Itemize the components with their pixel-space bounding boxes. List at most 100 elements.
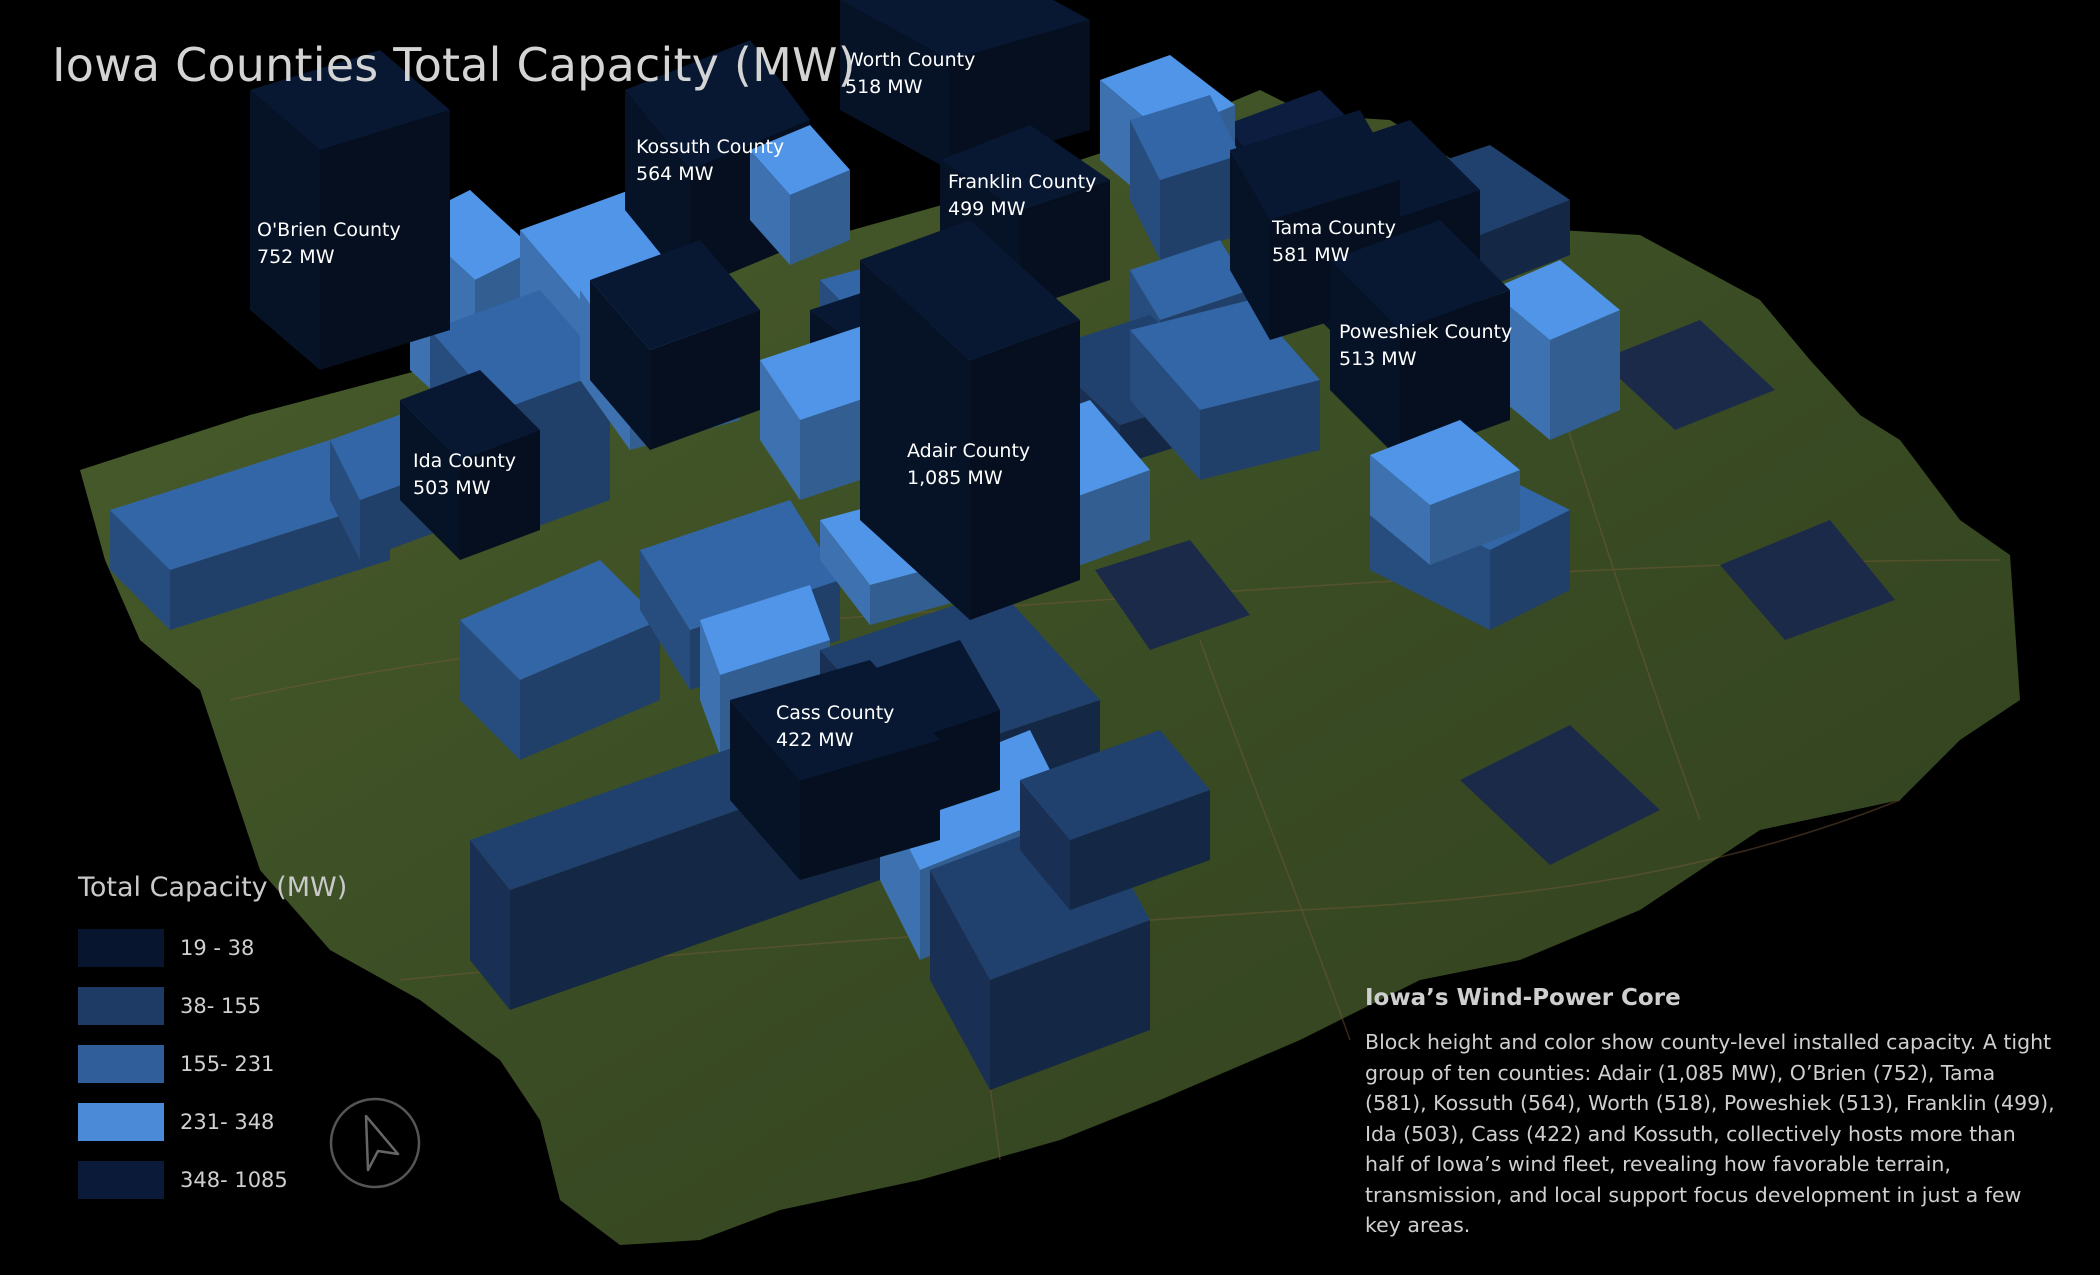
block-face [860, 220, 1080, 360]
block-face [1130, 95, 1240, 180]
block-face [1370, 455, 1430, 565]
legend-label: 155- 231 [180, 1052, 275, 1076]
block-face [950, 20, 1090, 170]
county-label: Poweshiek County 513 MW [1339, 321, 1512, 370]
legend-label: 38- 155 [180, 994, 262, 1018]
capacity-block [860, 220, 1080, 620]
county-value: 564 MW [636, 163, 714, 185]
block-face [760, 360, 800, 500]
legend-item: 348- 1085 [78, 1151, 347, 1209]
annotation-panel: Iowa’s Wind-Power Core Block height and … [1365, 985, 2055, 1241]
capacity-block [1130, 95, 1240, 260]
block-face [625, 40, 810, 170]
block-face [1430, 470, 1520, 565]
county-label: Ida County 503 MW [413, 450, 516, 499]
legend-item: 155- 231 [78, 1035, 347, 1093]
block-face [750, 125, 850, 195]
legend-swatch [78, 1045, 164, 1083]
block-face [840, 0, 950, 170]
county-value: 503 MW [413, 477, 491, 499]
capacity-block [730, 660, 940, 880]
block-face [820, 520, 870, 625]
legend-swatch [78, 987, 164, 1025]
county-value: 518 MW [845, 76, 923, 98]
block-face [520, 620, 660, 760]
block-face [1330, 220, 1510, 330]
block-face [1070, 790, 1210, 910]
block-face [110, 510, 170, 630]
block-face [1330, 260, 1400, 460]
county-label: Tama County 581 MW [1271, 217, 1396, 266]
block-face [400, 370, 540, 460]
block-face [700, 620, 720, 755]
block-face [1370, 420, 1520, 505]
capacity-block [460, 560, 660, 760]
legend-title: Total Capacity (MW) [78, 872, 348, 903]
capacity-block [840, 0, 1090, 170]
capacity-blocks [110, 0, 1895, 1090]
block-face [460, 620, 520, 760]
block-face [730, 660, 940, 780]
legend-item: 38- 155 [78, 977, 347, 1035]
block-face [1200, 380, 1320, 480]
north-arrow-icon[interactable] [328, 1096, 422, 1190]
block-face [730, 700, 800, 880]
capacity-block [1600, 320, 1775, 430]
capacity-block [1720, 520, 1895, 640]
block-face [320, 110, 450, 370]
capacity-block [1095, 540, 1250, 650]
legend-swatch [78, 1103, 164, 1141]
legend: Total Capacity (MW) 19 - 38 38- 155 155-… [78, 872, 347, 1209]
county-label: O'Brien County 752 MW [257, 219, 401, 268]
legend-item: 19 - 38 [78, 919, 347, 977]
legend-label: 348- 1085 [180, 1168, 288, 1192]
block-face [930, 870, 990, 1090]
legend-label: 231- 348 [180, 1110, 275, 1134]
block-face [1720, 520, 1895, 640]
block-face [590, 280, 650, 450]
block-face [400, 400, 460, 560]
capacity-block [1460, 725, 1660, 865]
county-value: 499 MW [948, 198, 1026, 220]
block-face [940, 125, 1110, 210]
capacity-block [250, 50, 450, 370]
block-face [790, 170, 850, 265]
capacity-block [1370, 420, 1520, 565]
block-face [250, 50, 450, 150]
capacity-block [400, 370, 540, 560]
county-name: Poweshiek County [1339, 321, 1512, 343]
block-face [700, 585, 830, 675]
county-label: Worth County 518 MW [845, 49, 975, 98]
block-face [1230, 150, 1270, 340]
block-face [970, 320, 1080, 620]
block-face [460, 430, 540, 560]
block-face [990, 920, 1150, 1090]
county-label: Kossuth County 564 MW [636, 136, 784, 185]
block-face [590, 240, 760, 350]
block-face [330, 440, 360, 560]
map-title: Iowa Counties Total Capacity (MW) [52, 38, 856, 92]
county-name: Worth County [845, 49, 975, 71]
county-name: Cass County [776, 702, 894, 724]
county-value: 1,085 MW [907, 467, 1003, 489]
capacity-block [110, 440, 390, 630]
county-name: Adair County [907, 440, 1030, 462]
legend-item: 231- 348 [78, 1093, 347, 1151]
capacity-block [1330, 220, 1510, 460]
block-face [460, 560, 660, 680]
block-face [840, 0, 1090, 60]
county-name: Franklin County [948, 171, 1096, 193]
county-value: 513 MW [1339, 348, 1417, 370]
county-value: 581 MW [1272, 244, 1350, 266]
block-face [170, 500, 390, 630]
block-face [1095, 540, 1250, 650]
block-face [1480, 200, 1570, 290]
block-face [1020, 180, 1110, 310]
county-value: 752 MW [257, 246, 335, 268]
block-face [1130, 240, 1250, 320]
county-name: Tama County [1271, 217, 1396, 239]
legend-swatch [78, 929, 164, 967]
block-face [1400, 290, 1510, 460]
county-label: Franklin County 499 MW [948, 171, 1096, 220]
